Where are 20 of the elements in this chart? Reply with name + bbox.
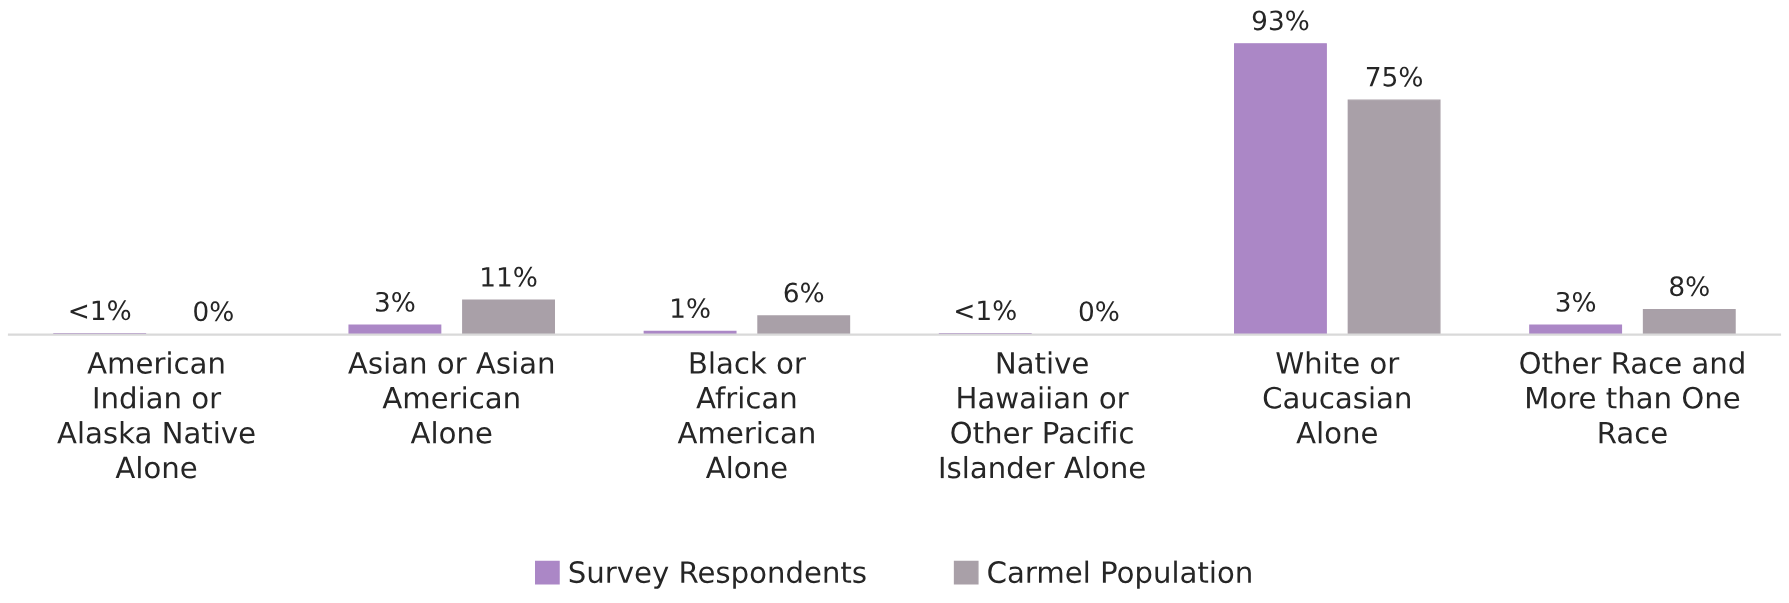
data-label: 3% <box>375 291 415 312</box>
x-tick-label: Native Hawaiian or Other Pacific Islander Alone <box>940 351 1145 479</box>
x-tick-label: Black or African American Alone <box>677 351 814 479</box>
legend-label: Survey Respondents <box>569 560 866 589</box>
x-tick-label: Asian or Asian American Alone <box>348 351 554 444</box>
data-label: 93% <box>1252 10 1309 31</box>
data-label: 6% <box>784 282 824 303</box>
data-label: 1% <box>672 298 710 319</box>
data-label: 0% <box>1079 301 1119 322</box>
data-label: 11% <box>482 266 537 287</box>
data-label: 75% <box>1366 66 1422 87</box>
x-tick-label: Other Race and More than One Race <box>1520 351 1744 444</box>
data-label: <1% <box>956 300 1016 321</box>
data-label: <1% <box>70 300 131 321</box>
x-tick-label: American Indian or Alaska Native Alone <box>57 351 255 479</box>
x-tick-label: White or Caucasian Alone <box>1263 351 1410 444</box>
data-label: 3% <box>1556 291 1596 312</box>
legend-label: Carmel Population <box>988 560 1251 589</box>
data-label: 0% <box>194 301 233 322</box>
data-label: 8% <box>1670 276 1709 297</box>
